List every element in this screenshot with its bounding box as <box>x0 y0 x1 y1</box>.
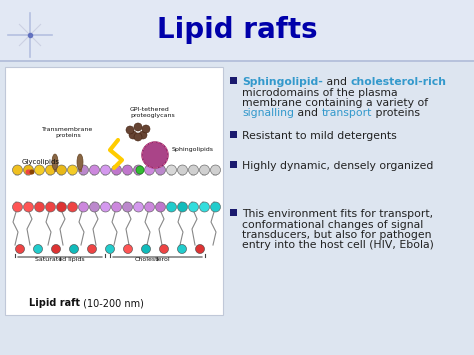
Bar <box>230 131 237 138</box>
Circle shape <box>29 169 35 175</box>
Circle shape <box>210 202 220 212</box>
Circle shape <box>67 202 78 212</box>
Circle shape <box>100 165 110 175</box>
Text: (10-200 nm): (10-200 nm) <box>80 298 144 308</box>
Circle shape <box>79 165 89 175</box>
Text: cholesterol-rich: cholesterol-rich <box>350 77 447 87</box>
Circle shape <box>134 133 142 141</box>
Text: Resistant to mild detergents: Resistant to mild detergents <box>242 131 397 141</box>
Text: and: and <box>294 109 321 119</box>
Circle shape <box>210 165 220 175</box>
Circle shape <box>189 165 199 175</box>
Circle shape <box>126 126 134 134</box>
Circle shape <box>16 245 25 253</box>
Text: Lipid rafts: Lipid rafts <box>157 16 317 44</box>
Circle shape <box>56 165 66 175</box>
Text: Cholesterol: Cholesterol <box>134 257 170 262</box>
Circle shape <box>134 165 144 175</box>
Bar <box>230 209 237 216</box>
Circle shape <box>111 202 121 212</box>
Circle shape <box>27 169 33 175</box>
Circle shape <box>200 165 210 175</box>
Circle shape <box>142 245 151 253</box>
Circle shape <box>26 169 30 175</box>
Circle shape <box>159 245 168 253</box>
Circle shape <box>166 202 176 212</box>
Circle shape <box>200 202 210 212</box>
Circle shape <box>177 165 188 175</box>
Circle shape <box>142 142 168 168</box>
Circle shape <box>34 245 43 253</box>
Polygon shape <box>52 154 58 170</box>
Polygon shape <box>77 154 83 170</box>
Circle shape <box>166 165 176 175</box>
Circle shape <box>189 202 199 212</box>
Text: This environment fits for transport,: This environment fits for transport, <box>242 209 433 219</box>
Circle shape <box>136 166 144 174</box>
Text: Transmembrane
proteins: Transmembrane proteins <box>42 127 94 138</box>
Circle shape <box>177 245 186 253</box>
Text: microdomains of the plasma: microdomains of the plasma <box>242 87 398 98</box>
Text: signalling: signalling <box>242 109 294 119</box>
Circle shape <box>122 165 133 175</box>
Circle shape <box>90 202 100 212</box>
Text: proteins: proteins <box>372 109 420 119</box>
Circle shape <box>88 245 97 253</box>
Text: GPI-tethered
proteoglycans: GPI-tethered proteoglycans <box>130 107 175 118</box>
Circle shape <box>35 165 45 175</box>
Circle shape <box>46 202 55 212</box>
Text: membrane containing a variety of: membrane containing a variety of <box>242 98 428 108</box>
Circle shape <box>155 202 165 212</box>
Bar <box>0 0 474 60</box>
Circle shape <box>142 125 150 133</box>
Circle shape <box>195 245 204 253</box>
Circle shape <box>111 165 121 175</box>
Circle shape <box>134 202 144 212</box>
Circle shape <box>106 245 115 253</box>
Circle shape <box>24 165 34 175</box>
Circle shape <box>139 131 147 139</box>
Circle shape <box>177 202 188 212</box>
Circle shape <box>52 245 61 253</box>
Circle shape <box>145 202 155 212</box>
Circle shape <box>145 165 155 175</box>
Circle shape <box>70 245 79 253</box>
Circle shape <box>12 202 22 212</box>
Circle shape <box>155 165 165 175</box>
Text: transducers, but also for pathogen: transducers, but also for pathogen <box>242 230 431 240</box>
Circle shape <box>124 245 133 253</box>
Text: Highly dynamic, densely organized: Highly dynamic, densely organized <box>242 161 433 171</box>
Text: Glycolipids: Glycolipids <box>22 159 60 165</box>
Text: Sphingolipids: Sphingolipids <box>172 147 214 153</box>
Circle shape <box>67 165 78 175</box>
Circle shape <box>12 165 22 175</box>
Circle shape <box>134 123 142 131</box>
Circle shape <box>79 202 89 212</box>
Bar <box>230 77 237 84</box>
Circle shape <box>90 165 100 175</box>
Circle shape <box>100 202 110 212</box>
Circle shape <box>122 202 133 212</box>
Bar <box>230 161 237 168</box>
Text: Lipid raft: Lipid raft <box>29 298 80 308</box>
Text: Saturated lipids: Saturated lipids <box>35 257 85 262</box>
Text: conformational changes of signal: conformational changes of signal <box>242 219 423 229</box>
Circle shape <box>24 202 34 212</box>
Text: transport: transport <box>321 109 372 119</box>
Circle shape <box>35 202 45 212</box>
Text: entry into the host cell (HIV, Ebola): entry into the host cell (HIV, Ebola) <box>242 240 434 251</box>
Circle shape <box>56 202 66 212</box>
Text: Sphingolipid-: Sphingolipid- <box>242 77 323 87</box>
Circle shape <box>129 131 137 139</box>
Text: and: and <box>323 77 350 87</box>
Bar <box>5 67 223 315</box>
Circle shape <box>46 165 55 175</box>
